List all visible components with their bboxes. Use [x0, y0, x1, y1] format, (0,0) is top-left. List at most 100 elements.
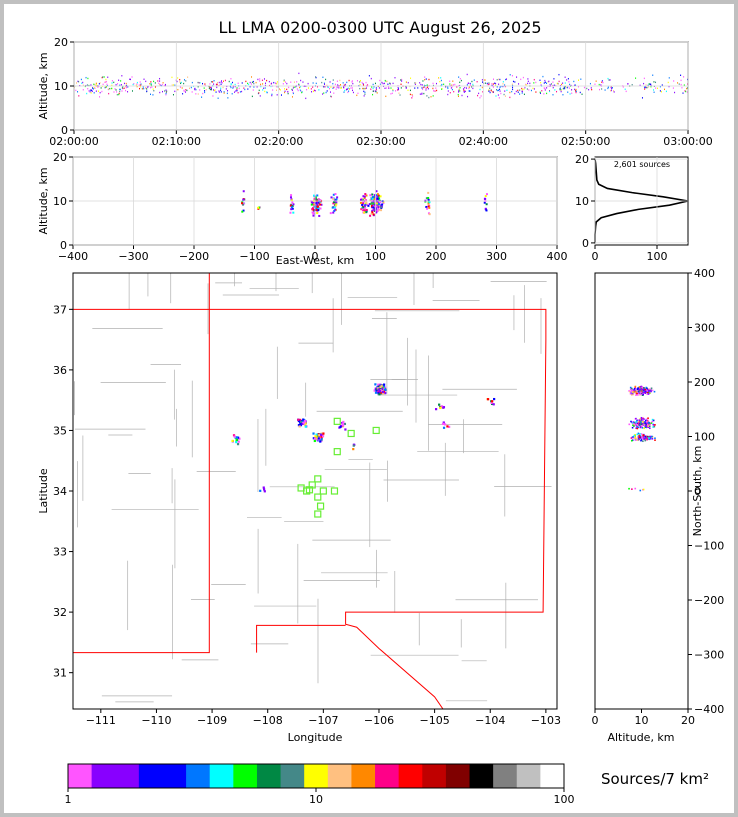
ns-height-source	[636, 426, 638, 428]
time-height-source	[276, 94, 278, 96]
time-height-source	[374, 90, 376, 92]
time-height-source	[213, 83, 215, 85]
time-height-source	[213, 80, 215, 82]
longitude-tick-label: −103	[531, 714, 561, 727]
time-height-source	[298, 84, 300, 86]
time-height-source	[307, 87, 309, 89]
time-height-source	[348, 90, 350, 92]
time-height-source	[400, 83, 402, 85]
time-height-source	[480, 95, 482, 97]
time-axis-tick-label: 02:10:00	[152, 135, 201, 148]
ns-height-source	[634, 437, 637, 439]
time-height-source	[435, 82, 437, 85]
time-height-source	[119, 84, 121, 87]
ns-height-source	[648, 437, 650, 439]
time-height-source	[388, 86, 390, 88]
time-height-source	[116, 93, 118, 96]
time-height-source	[449, 83, 451, 85]
time-height-source	[423, 92, 425, 95]
time-height-source	[223, 91, 225, 93]
time-height-source	[352, 82, 354, 85]
plan-source	[374, 383, 377, 386]
time-height-source	[172, 94, 174, 96]
time-height-source	[218, 90, 220, 92]
time-height-source	[459, 90, 461, 92]
ns-height-source	[642, 387, 645, 389]
ns-height-source	[642, 440, 644, 443]
time-height-source	[564, 82, 566, 84]
time-height-source	[567, 86, 569, 88]
time-height-source	[226, 92, 228, 95]
plan-source	[316, 437, 319, 440]
time-height-source	[683, 76, 685, 78]
colorbar-tick-label: 1	[65, 793, 72, 806]
ns-height-source	[643, 437, 646, 440]
ew-height-altitude-tick-label: 20	[53, 151, 67, 164]
time-height-source	[286, 88, 288, 91]
ew-height-source	[363, 204, 366, 207]
ew-height-source	[316, 212, 319, 215]
time-height-source	[213, 89, 215, 91]
ew-height-source	[318, 214, 321, 217]
ew-height-source	[371, 196, 374, 199]
time-height-source	[673, 80, 675, 82]
ns-height-source	[631, 389, 634, 392]
ns-height-source	[651, 389, 654, 392]
time-height-source	[607, 77, 609, 80]
east-west-axis-tick-label: 100	[365, 250, 386, 263]
time-height-source	[456, 86, 458, 88]
time-height-source	[372, 90, 374, 92]
ns-height-source	[632, 422, 635, 425]
ew-height-source	[289, 204, 292, 207]
plan-source	[232, 434, 236, 437]
time-height-source	[117, 83, 119, 85]
time-height-source	[571, 92, 573, 94]
time-height-source	[509, 91, 511, 94]
time-height-source	[302, 81, 304, 83]
time-height-source	[568, 87, 570, 89]
time-height-source	[146, 90, 148, 92]
time-height-source	[351, 80, 353, 82]
ns-height-source	[639, 435, 642, 437]
time-height-source	[549, 90, 551, 93]
time-height-source	[400, 79, 402, 81]
time-height-source	[253, 82, 255, 85]
time-height-source	[414, 87, 416, 89]
time-height-source	[339, 79, 341, 82]
plan-source	[320, 435, 323, 438]
time-height-source	[526, 88, 528, 90]
time-height-source	[492, 91, 494, 93]
time-height-source	[610, 86, 612, 89]
colorbar-cell	[233, 764, 258, 788]
time-height-source	[495, 95, 497, 97]
time-height-source	[384, 79, 386, 82]
ns-height-source	[633, 390, 635, 393]
time-height-source	[343, 85, 345, 88]
time-height-source	[422, 86, 424, 89]
ew-height-source	[484, 207, 487, 210]
ew-height-source	[292, 203, 295, 206]
north-south-tick-label: 100	[694, 431, 715, 444]
ew-height-source	[369, 194, 372, 197]
time-height-source	[451, 88, 453, 91]
time-height-source	[512, 86, 514, 89]
time-height-source	[312, 82, 314, 84]
ns-height-source	[635, 421, 637, 424]
time-height-source	[325, 91, 327, 94]
ew-height-source	[312, 212, 315, 215]
time-height-source	[236, 89, 238, 92]
ns-height-source	[653, 424, 655, 427]
colorbar-cell	[91, 764, 116, 788]
time-height-source	[607, 86, 609, 88]
time-height-source	[644, 86, 646, 89]
time-height-source	[427, 87, 429, 90]
time-height-source	[366, 84, 368, 87]
histogram-tick-label: 20	[575, 153, 589, 166]
time-height-source	[363, 95, 365, 97]
time-height-source	[496, 86, 498, 88]
time-height-source	[270, 85, 272, 88]
county-map	[73, 273, 552, 709]
time-height-source	[520, 78, 522, 81]
ns-height-source	[644, 435, 647, 438]
time-height-source	[100, 87, 102, 89]
